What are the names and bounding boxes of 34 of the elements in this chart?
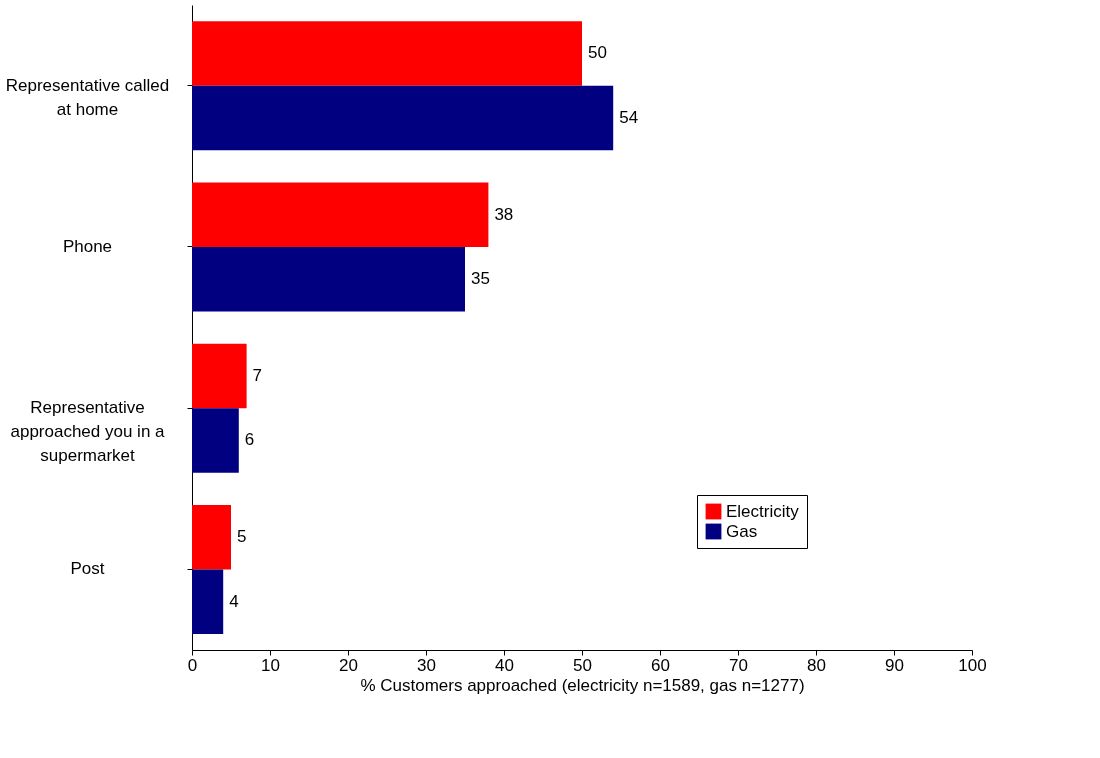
legend-label: Gas	[726, 521, 758, 541]
y-tick-label: Phone	[62, 236, 113, 256]
x-tick-label: 70	[729, 655, 748, 675]
y-tick-label: Representative approached you in a supermarket	[10, 398, 166, 466]
x-axis-title: % Customers approached (electricity n=1589, gas n=1277)	[360, 675, 805, 695]
data-label: 7	[252, 365, 263, 385]
y-tick-label: Post	[70, 559, 105, 579]
x-tick-label: 80	[807, 655, 826, 675]
data-label: 50	[588, 43, 607, 63]
x-tick-label: 100	[958, 655, 987, 675]
x-tick-label: 90	[885, 655, 904, 675]
x-tick-label: 20	[339, 655, 358, 675]
data-label: 5	[237, 527, 247, 547]
bar	[192, 504, 231, 570]
x-tick-label: 50	[573, 655, 592, 675]
bar	[192, 408, 239, 473]
bar	[192, 246, 465, 312]
x-tick-label: 0	[187, 655, 198, 675]
data-label: 6	[244, 430, 255, 450]
y-tick-label: Representative called at home	[5, 75, 170, 119]
bar	[192, 21, 582, 86]
x-tick-label: 40	[495, 655, 514, 675]
legend-label: Electricity	[726, 501, 800, 521]
x-tick-label: 30	[417, 655, 436, 675]
bar	[192, 85, 614, 151]
x-tick-label: 60	[651, 655, 670, 675]
data-label: 35	[471, 269, 490, 289]
x-tick-label: 10	[261, 655, 280, 675]
data-label: 38	[494, 204, 514, 224]
data-label: 54	[619, 107, 639, 127]
data-label: 4	[229, 591, 239, 611]
bar	[192, 343, 247, 409]
bar	[192, 569, 224, 634]
bar	[192, 182, 489, 247]
